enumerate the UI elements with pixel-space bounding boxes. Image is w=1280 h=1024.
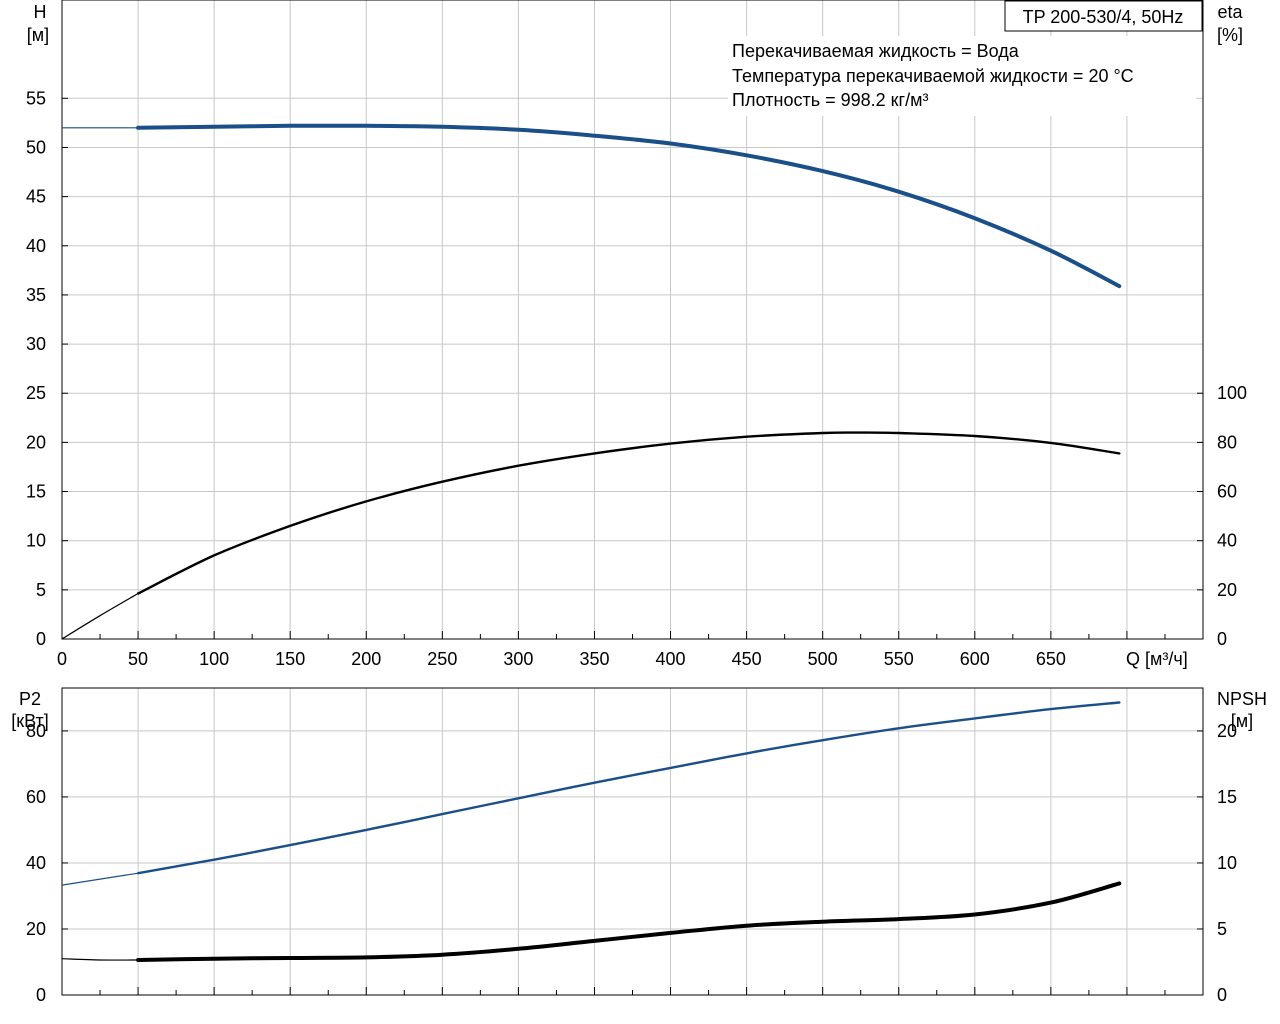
y-left-tick-label: 40 xyxy=(26,853,46,873)
bottom-series-0-line xyxy=(136,701,1121,875)
y-left-tick-label: 20 xyxy=(26,919,46,939)
right-axis-name-top: eta xyxy=(1217,2,1243,22)
y-left-tick-label: 10 xyxy=(26,531,46,551)
y-left-tick-label: 20 xyxy=(26,432,46,452)
x-tick-label: 50 xyxy=(128,649,148,669)
bottom-tick-labels: 0 20 40 60 80 0 5 10 15 20 xyxy=(26,721,1237,1005)
x-tick-label: 300 xyxy=(503,649,533,669)
y-right-tick-label: 100 xyxy=(1217,383,1247,403)
y-left-tick-label: 80 xyxy=(26,721,46,741)
y-left-tick-label: 15 xyxy=(26,482,46,502)
x-tick-label: 100 xyxy=(199,649,229,669)
y-right-tick-label: 20 xyxy=(1217,580,1237,600)
chart-title-box xyxy=(1004,0,1203,32)
y-left-tick-label: 45 xyxy=(26,187,46,207)
x-tick-label: 400 xyxy=(656,649,686,669)
x-tick-label: 0 xyxy=(57,649,67,669)
y-right-tick-label: 10 xyxy=(1217,853,1237,873)
info-line-temperature: Температура перекачиваемой жидкости = 20… xyxy=(732,66,1134,86)
y-left-tick-label: 50 xyxy=(26,137,46,157)
y-left-tick-label: 55 xyxy=(26,88,46,108)
right-axis-unit-bottom: [м] xyxy=(1231,711,1253,731)
right-axis-name-bottom: NPSH xyxy=(1217,689,1267,709)
bottom-ticks xyxy=(62,730,1203,996)
bottom-plot-frame xyxy=(61,687,1204,996)
bottom-series-1-line xyxy=(136,881,1122,962)
y-right-tick-label: 20 xyxy=(1217,721,1237,741)
x-tick-label: 650 xyxy=(1036,649,1066,669)
x-tick-label: 350 xyxy=(579,649,609,669)
y-right-tick-label: 40 xyxy=(1217,531,1237,551)
top-series xyxy=(61,123,1122,640)
right-axis-unit-top: [%] xyxy=(1217,25,1243,45)
y-right-tick-label: 5 xyxy=(1217,919,1227,939)
y-right-tick-label: 80 xyxy=(1217,432,1237,452)
y-left-tick-label: 35 xyxy=(26,285,46,305)
y-left-tick-label: 60 xyxy=(26,787,46,807)
x-axis-label: Q [м³/ч] xyxy=(1126,649,1188,669)
x-tick-label: 500 xyxy=(808,649,838,669)
top-series-1-line xyxy=(136,431,1121,595)
info-line-density: Плотность = 998.2 кг/м³ xyxy=(732,90,928,110)
x-tick-label: 200 xyxy=(351,649,381,669)
x-tick-label: 250 xyxy=(427,649,457,669)
y-right-tick-label: 0 xyxy=(1217,629,1227,649)
info-line-liquid: Перекачиваемая жидкость = Вода xyxy=(732,41,1020,61)
info-box-background xyxy=(728,36,1196,116)
bottom-series-1-extension-line xyxy=(61,958,139,961)
y-left-tick-label: 40 xyxy=(26,236,46,256)
top-series-1-extension-line xyxy=(61,592,139,640)
x-tick-label: 150 xyxy=(275,649,305,669)
bottom-grid xyxy=(62,688,1204,995)
y-left-tick-label: 0 xyxy=(36,629,46,649)
y-left-tick-label: 5 xyxy=(36,580,46,600)
bottom-series-0-extension-line xyxy=(61,872,139,886)
power-npsh-panel: 0 20 40 60 80 0 5 10 15 20 P2 [кВт] NPSH [м] xyxy=(11,687,1267,1005)
y-right-tick-label: 0 xyxy=(1217,985,1227,1005)
top-series-0-line xyxy=(136,123,1122,289)
x-tick-label: 600 xyxy=(960,649,990,669)
left-axis-name-top: H xyxy=(34,2,47,22)
y-right-tick-label: 15 xyxy=(1217,787,1237,807)
left-axis-unit-top: [м] xyxy=(27,25,49,45)
y-left-tick-label: 25 xyxy=(26,383,46,403)
y-left-tick-label: 30 xyxy=(26,334,46,354)
x-tick-label: 550 xyxy=(884,649,914,669)
x-tick-label: 450 xyxy=(732,649,762,669)
top-ticks xyxy=(62,97,1203,640)
bottom-series xyxy=(61,701,1122,962)
y-right-tick-label: 60 xyxy=(1217,482,1237,502)
y-left-tick-label: 0 xyxy=(36,985,46,1005)
left-axis-name-bottom: P2 xyxy=(19,689,41,709)
left-axis-unit-bottom: [кВт] xyxy=(11,711,49,731)
chart-title: TP 200-530/4, 50Hz xyxy=(1023,7,1184,27)
